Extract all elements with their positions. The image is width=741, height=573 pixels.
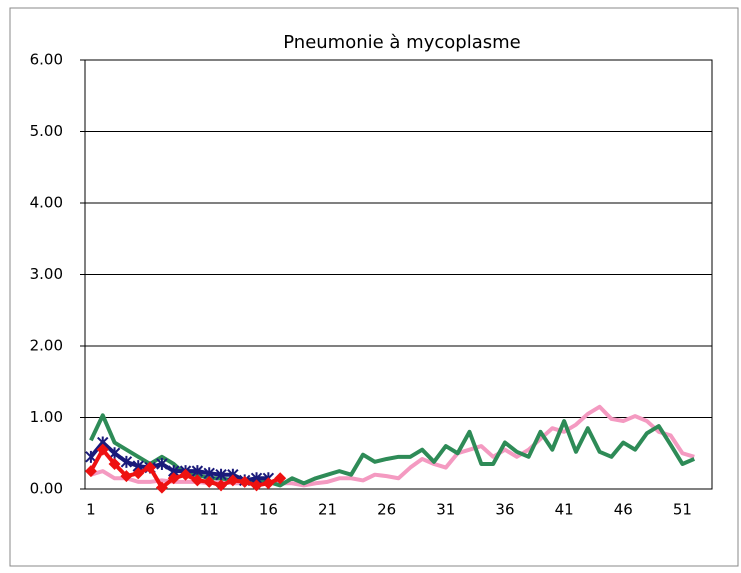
y-tick-label: 0.00 — [30, 480, 63, 498]
y-tick-label: 4.00 — [30, 194, 63, 212]
x-tick-label: 51 — [673, 501, 692, 519]
x-tick-label: 31 — [436, 501, 455, 519]
marker — [120, 470, 133, 483]
marker — [144, 461, 157, 474]
marker — [215, 479, 228, 492]
x-tick-label: 36 — [495, 501, 514, 519]
x-tick-label: 26 — [377, 501, 396, 519]
marker — [250, 479, 263, 492]
marker — [262, 477, 275, 490]
marker — [156, 457, 168, 470]
marker — [155, 481, 168, 494]
series-line — [90, 404, 695, 488]
marker — [226, 474, 239, 487]
marker — [167, 472, 180, 485]
x-tick-label: 46 — [614, 501, 633, 519]
marker — [85, 450, 97, 463]
marker — [108, 447, 121, 460]
marker — [132, 467, 145, 480]
x-tick-label: 6 — [145, 501, 155, 519]
y-tick-label: 5.00 — [30, 122, 63, 140]
y-tick-label: 1.00 — [30, 408, 63, 426]
x-tick-label: 21 — [318, 501, 337, 519]
marker — [179, 468, 192, 481]
x-tick-label: 41 — [555, 501, 574, 519]
x-tick-label: 11 — [200, 501, 219, 519]
marker — [238, 475, 251, 488]
chart-frame — [9, 7, 739, 567]
marker — [203, 475, 216, 488]
x-tick-label: 1 — [86, 501, 96, 519]
x-tick-label: 16 — [259, 501, 278, 519]
chart-title: Pneumonie à mycoplasme — [283, 32, 520, 53]
y-tick-label: 6.00 — [30, 51, 63, 69]
marker — [120, 455, 133, 468]
marker — [274, 472, 287, 485]
marker — [191, 474, 204, 487]
series-line — [89, 440, 269, 483]
marker — [215, 468, 227, 481]
marker — [108, 457, 121, 470]
marker — [84, 465, 97, 478]
y-tick-label: 2.00 — [30, 337, 63, 355]
marker — [96, 443, 109, 456]
y-tick-label: 3.00 — [30, 265, 63, 283]
